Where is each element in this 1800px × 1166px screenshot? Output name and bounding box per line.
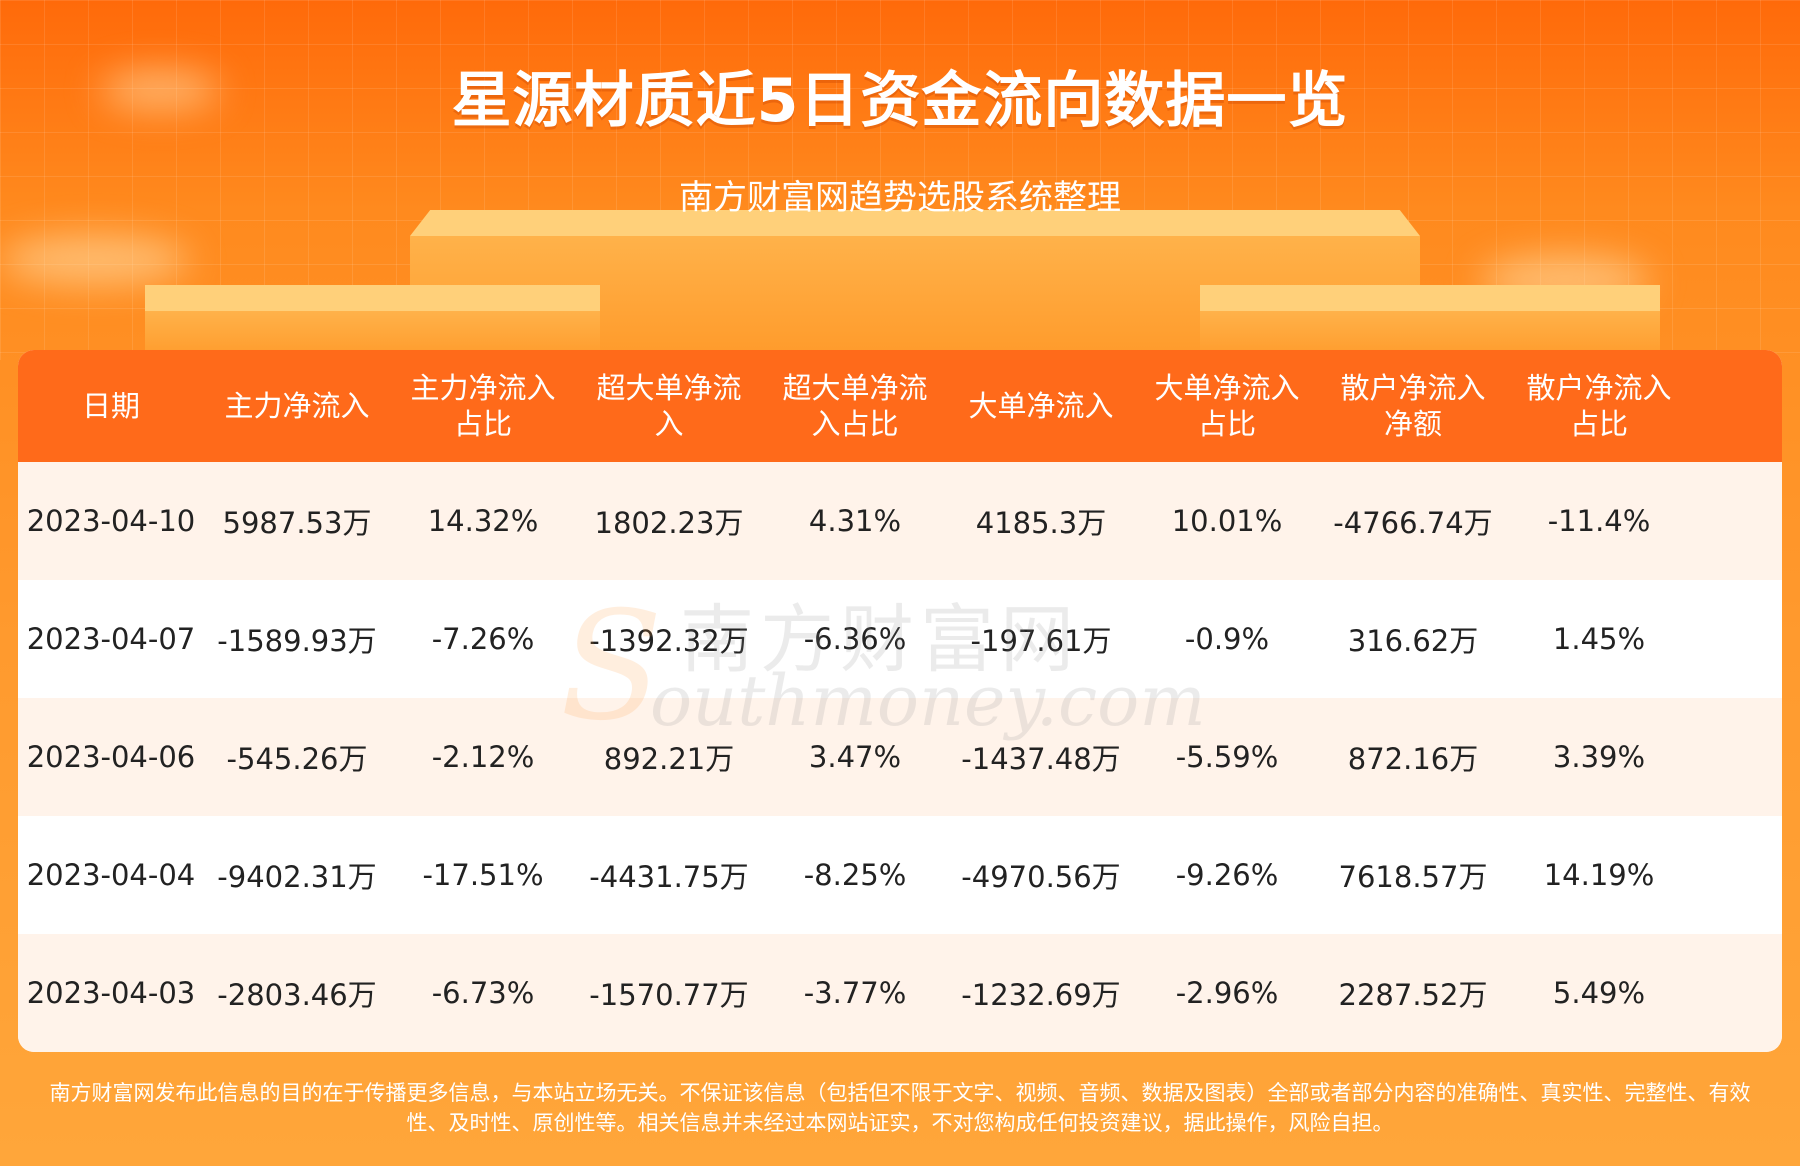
cell-date: 2023-04-03 [26,976,196,1010]
cell-main-ratio: -7.26% [431,622,535,656]
cell-xl-ratio: -6.36% [803,622,907,656]
disclaimer: 南方财富网发布此信息的目的在于传播更多信息，与本站立场无关。不保证该信息（包括但… [0,1078,1800,1138]
table-header: 日期 主力净流入 主力净流入 占比 超大单净流 入 超大单净流 入占比 大单净流… [18,350,1782,462]
cell-main-ratio: -17.51% [422,858,544,892]
cell-retail-inflow: 872.16万 [1347,742,1479,776]
table-row: 2023-04-10 5987.53万 14.32% 1802.23万 4.31… [18,462,1782,580]
disclaimer-line: 性、及时性、原创性等。相关信息并未经过本网站证实，不对您构成任何投资建议，据此操… [406,1111,1394,1135]
decor-podium-left [145,285,600,360]
column-header-date: 日期 [81,389,140,423]
cell-main-ratio: 14.32% [427,504,539,538]
cell-xl-ratio: 3.47% [808,740,902,774]
cell-large-inflow: -1437.48万 [961,742,1121,776]
page-subtitle: 南方财富网趋势选股系统整理 [679,178,1121,218]
page-title: 星源材质近5日资金流向数据一览 [451,66,1349,136]
cell-xl-inflow: -4431.75万 [589,860,749,894]
column-header-retail-ratio: 散户净流入 占比 [1526,371,1672,441]
column-header-large-ratio: 大单净流入 占比 [1154,371,1300,441]
cell-xl-inflow: 892.21万 [603,742,735,776]
cell-large-inflow: -4970.56万 [961,860,1121,894]
decor-podium-right [1200,285,1660,360]
cell-retail-inflow: 316.62万 [1347,624,1479,658]
column-header-large-inflow: 大单净流入 [968,389,1114,423]
decor-glow [0,235,190,285]
column-header-xl-inflow: 超大单净流 入 [596,371,742,441]
cell-large-inflow: 4185.3万 [975,506,1107,540]
cell-xl-ratio: 4.31% [808,504,902,538]
cell-date: 2023-04-06 [26,740,196,774]
table-row: 2023-04-04 -9402.31万 -17.51% -4431.75万 -… [18,816,1782,934]
cell-xl-ratio: -3.77% [803,976,907,1010]
cell-retail-ratio: 14.19% [1543,858,1655,892]
cell-retail-inflow: 2287.52万 [1338,978,1488,1012]
disclaimer-line: 南方财富网发布此信息的目的在于传播更多信息，与本站立场无关。不保证该信息（包括但… [49,1081,1751,1105]
cell-large-inflow: -197.61万 [970,624,1112,658]
fund-flow-table: 日期 主力净流入 主力净流入 占比 超大单净流 入 超大单净流 入占比 大单净流… [18,350,1782,1052]
cell-main-inflow: -545.26万 [226,742,368,776]
cell-xl-inflow: -1570.77万 [589,978,749,1012]
cell-retail-ratio: -11.4% [1547,504,1651,538]
cell-xl-ratio: -8.25% [803,858,907,892]
cell-large-ratio: -5.59% [1175,740,1279,774]
table-body: 2023-04-10 5987.53万 14.32% 1802.23万 4.31… [18,462,1782,1052]
cell-xl-inflow: 1802.23万 [594,506,744,540]
cell-retail-inflow: 7618.57万 [1338,860,1488,894]
cell-retail-ratio: 3.39% [1552,740,1646,774]
table-row: 2023-04-03 -2803.46万 -6.73% -1570.77万 -3… [18,934,1782,1052]
column-header-retail-inflow: 散户净流入 净额 [1340,371,1486,441]
decor-glow [100,70,220,110]
column-header-main-inflow: 主力净流入 [224,389,370,423]
cell-retail-ratio: 1.45% [1552,622,1646,656]
cell-main-inflow: -2803.46万 [217,978,377,1012]
cell-xl-inflow: -1392.32万 [589,624,749,658]
cell-large-ratio: 10.01% [1171,504,1283,538]
column-header-main-ratio: 主力净流入 占比 [410,371,556,441]
table-row: 2023-04-07 -1589.93万 -7.26% -1392.32万 -6… [18,580,1782,698]
cell-retail-ratio: 5.49% [1552,976,1646,1010]
cell-date: 2023-04-10 [26,504,196,538]
cell-large-ratio: -0.9% [1184,622,1270,656]
table-row: 2023-04-06 -545.26万 -2.12% 892.21万 3.47%… [18,698,1782,816]
cell-main-inflow: -9402.31万 [217,860,377,894]
cell-large-ratio: -2.96% [1175,976,1279,1010]
cell-date: 2023-04-07 [26,622,196,656]
cell-main-ratio: -2.12% [431,740,535,774]
cell-main-inflow: 5987.53万 [222,506,372,540]
column-header-xl-ratio: 超大单净流 入占比 [782,371,928,441]
cell-main-ratio: -6.73% [431,976,535,1010]
cell-main-inflow: -1589.93万 [217,624,377,658]
cell-retail-inflow: -4766.74万 [1333,506,1493,540]
cell-date: 2023-04-04 [26,858,196,892]
cell-large-ratio: -9.26% [1175,858,1279,892]
cell-large-inflow: -1232.69万 [961,978,1121,1012]
